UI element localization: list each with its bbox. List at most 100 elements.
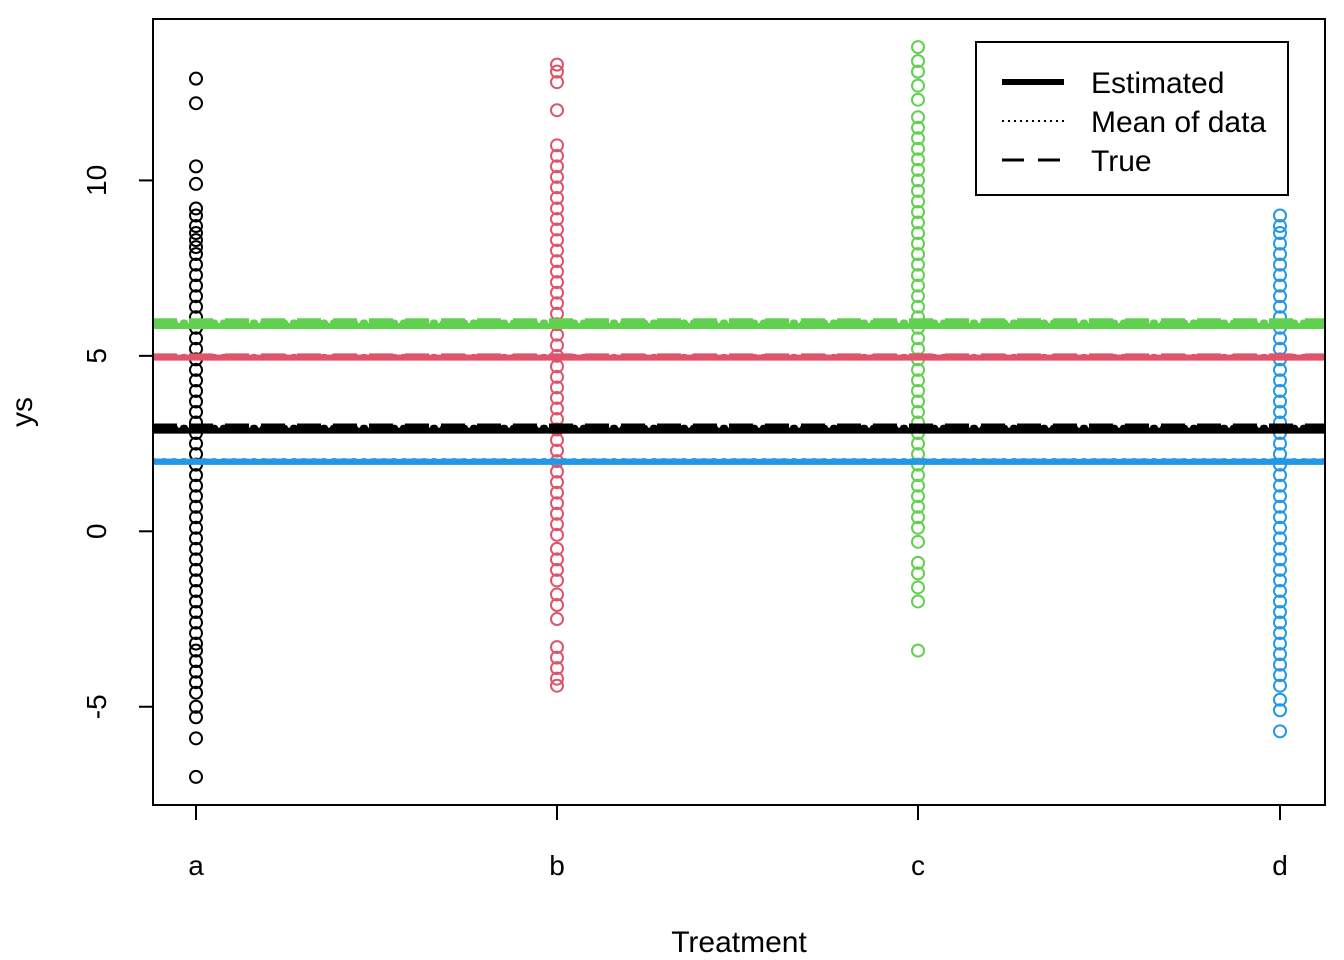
data-point-a <box>189 257 203 272</box>
data-point-a <box>189 605 203 620</box>
x-tick-label: b <box>549 850 565 881</box>
data-point-c <box>911 289 925 304</box>
data-point-b <box>550 678 564 693</box>
data-point-c <box>911 268 925 283</box>
data-point-a <box>189 664 203 679</box>
data-point-d <box>1273 289 1287 304</box>
data-point-d <box>1273 678 1287 693</box>
data-point-a <box>189 208 203 223</box>
data-point-d <box>1273 594 1287 609</box>
legend-label: Mean of data <box>1091 106 1266 139</box>
data-point-b <box>550 233 564 248</box>
data-point-d <box>1273 219 1287 234</box>
data-point-d <box>1273 668 1287 683</box>
data-point-c <box>911 534 925 549</box>
data-point-d <box>1273 605 1287 620</box>
data-point-c <box>911 489 925 504</box>
data-point-b <box>550 612 564 627</box>
data-point-b <box>550 180 564 195</box>
data-point-b <box>550 475 564 490</box>
data-point-a <box>189 769 203 784</box>
data-point-c <box>911 204 925 219</box>
data-point-b <box>550 573 564 588</box>
data-point-c <box>911 405 925 419</box>
data-point-a <box>189 436 203 451</box>
data-point-c <box>911 478 925 493</box>
data-point-c <box>911 299 925 314</box>
data-point-a <box>189 531 203 546</box>
data-point-b <box>550 369 564 384</box>
points-layer <box>189 40 1287 784</box>
data-point-b <box>550 443 564 458</box>
data-point-b <box>550 75 564 90</box>
data-point-c <box>911 226 925 241</box>
data-point-d <box>1273 541 1287 556</box>
data-point-c <box>911 183 925 198</box>
x-tick-label: d <box>1272 850 1288 881</box>
data-point-a <box>189 541 203 556</box>
data-point-a <box>189 643 203 658</box>
data-point-a <box>189 583 203 598</box>
y-axis: -5 0 5 10 <box>81 165 154 719</box>
data-point-a <box>189 362 203 377</box>
data-point-d <box>1273 373 1287 388</box>
data-point-b <box>550 485 564 500</box>
data-point-d <box>1273 489 1287 504</box>
data-point-b <box>550 562 564 577</box>
data-point-b <box>550 650 564 665</box>
data-point-b <box>550 159 564 174</box>
data-point-a <box>189 626 203 641</box>
data-point-b <box>550 243 564 258</box>
data-point-c <box>911 510 925 525</box>
data-point-d <box>1273 724 1287 739</box>
data-point-b <box>550 212 564 227</box>
data-point-a <box>189 247 203 262</box>
data-point-c <box>911 499 925 514</box>
data-point-c <box>911 64 925 79</box>
data-point-d <box>1273 583 1287 598</box>
data-point-a <box>189 278 203 293</box>
data-point-b <box>550 517 564 532</box>
data-point-a <box>189 405 203 419</box>
data-point-a <box>189 731 203 746</box>
data-point-a <box>189 240 203 255</box>
data-point-a <box>189 478 203 493</box>
data-point-d <box>1273 531 1287 546</box>
data-point-b <box>550 254 564 269</box>
data-point-a <box>189 699 203 714</box>
data-point-c <box>911 594 925 609</box>
data-point-d <box>1273 510 1287 525</box>
data-point-b <box>550 671 564 686</box>
data-point-c <box>911 555 925 570</box>
legend-label: True <box>1091 145 1152 178</box>
data-point-d <box>1273 331 1287 346</box>
data-point-b <box>550 640 564 655</box>
data-point-b <box>550 222 564 237</box>
data-point-b <box>550 169 564 184</box>
data-point-b <box>550 464 564 479</box>
data-point-d <box>1273 478 1287 493</box>
data-point-d <box>1273 278 1287 293</box>
data-point-d <box>1273 703 1287 718</box>
data-point-c <box>911 110 925 125</box>
data-point-b <box>550 661 564 676</box>
data-point-a <box>189 573 203 588</box>
data-point-d <box>1273 268 1287 283</box>
data-point-a <box>189 176 203 191</box>
data-point-b <box>550 264 564 279</box>
data-point-d <box>1273 299 1287 314</box>
data-point-b <box>550 390 564 405</box>
data-point-b <box>550 148 564 163</box>
legend: Estimated Mean of data True <box>975 41 1289 196</box>
data-point-d <box>1273 405 1287 419</box>
data-point-a <box>189 675 203 690</box>
data-point-b <box>550 296 564 311</box>
data-point-b <box>550 380 564 395</box>
data-point-c <box>911 162 925 177</box>
data-point-b <box>550 201 564 216</box>
legend-label: Estimated <box>1091 67 1224 100</box>
data-point-d <box>1273 383 1287 398</box>
data-point-c <box>911 92 925 107</box>
data-point-c <box>911 394 925 409</box>
data-point-d <box>1273 626 1287 641</box>
